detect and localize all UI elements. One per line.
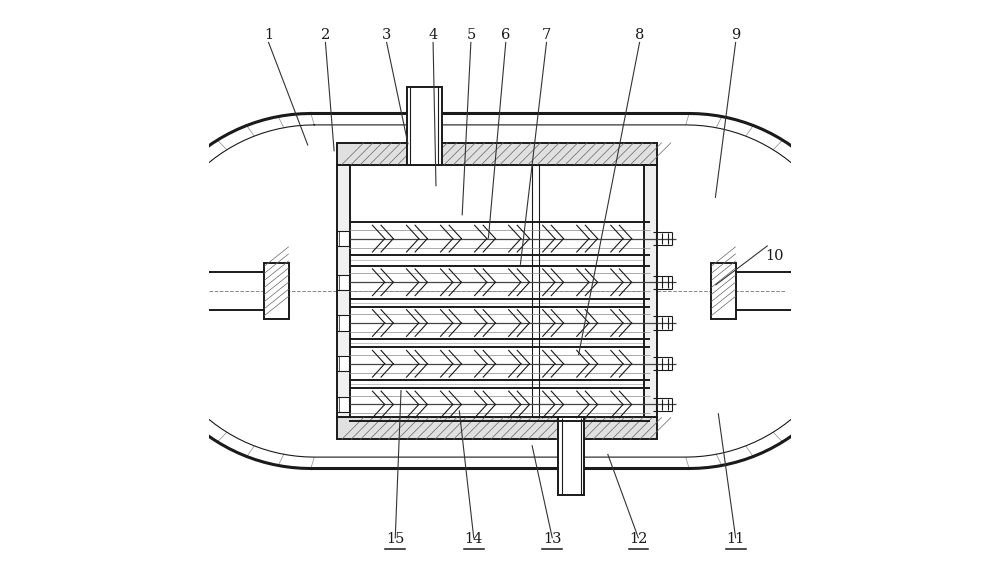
Text: 8: 8 [635, 28, 644, 42]
Text: 1: 1 [264, 28, 273, 42]
Polygon shape [133, 113, 867, 469]
Bar [532, 165, 539, 417]
Text: 13: 13 [543, 532, 562, 546]
Text: 14: 14 [465, 532, 483, 546]
Text: 3: 3 [382, 28, 391, 42]
Text: 9: 9 [731, 28, 740, 42]
Bar [407, 87, 442, 165]
Bar [337, 397, 349, 412]
Bar [264, 263, 289, 319]
Bar [337, 356, 349, 371]
Bar [337, 143, 657, 165]
Bar [558, 417, 584, 495]
Text: 6: 6 [501, 28, 511, 42]
Text: 10: 10 [765, 249, 784, 263]
Text: 11: 11 [727, 532, 745, 546]
Bar [337, 275, 349, 290]
Text: 5: 5 [466, 28, 476, 42]
Bar [337, 231, 349, 246]
Bar [337, 315, 349, 331]
Bar [711, 263, 736, 319]
Bar [337, 165, 350, 417]
Text: 2: 2 [321, 28, 330, 42]
Text: 4: 4 [428, 28, 438, 42]
Bar [337, 417, 657, 439]
Text: 15: 15 [386, 532, 404, 546]
Text: 12: 12 [629, 532, 648, 546]
Bar [644, 165, 657, 417]
Text: 7: 7 [542, 28, 551, 42]
